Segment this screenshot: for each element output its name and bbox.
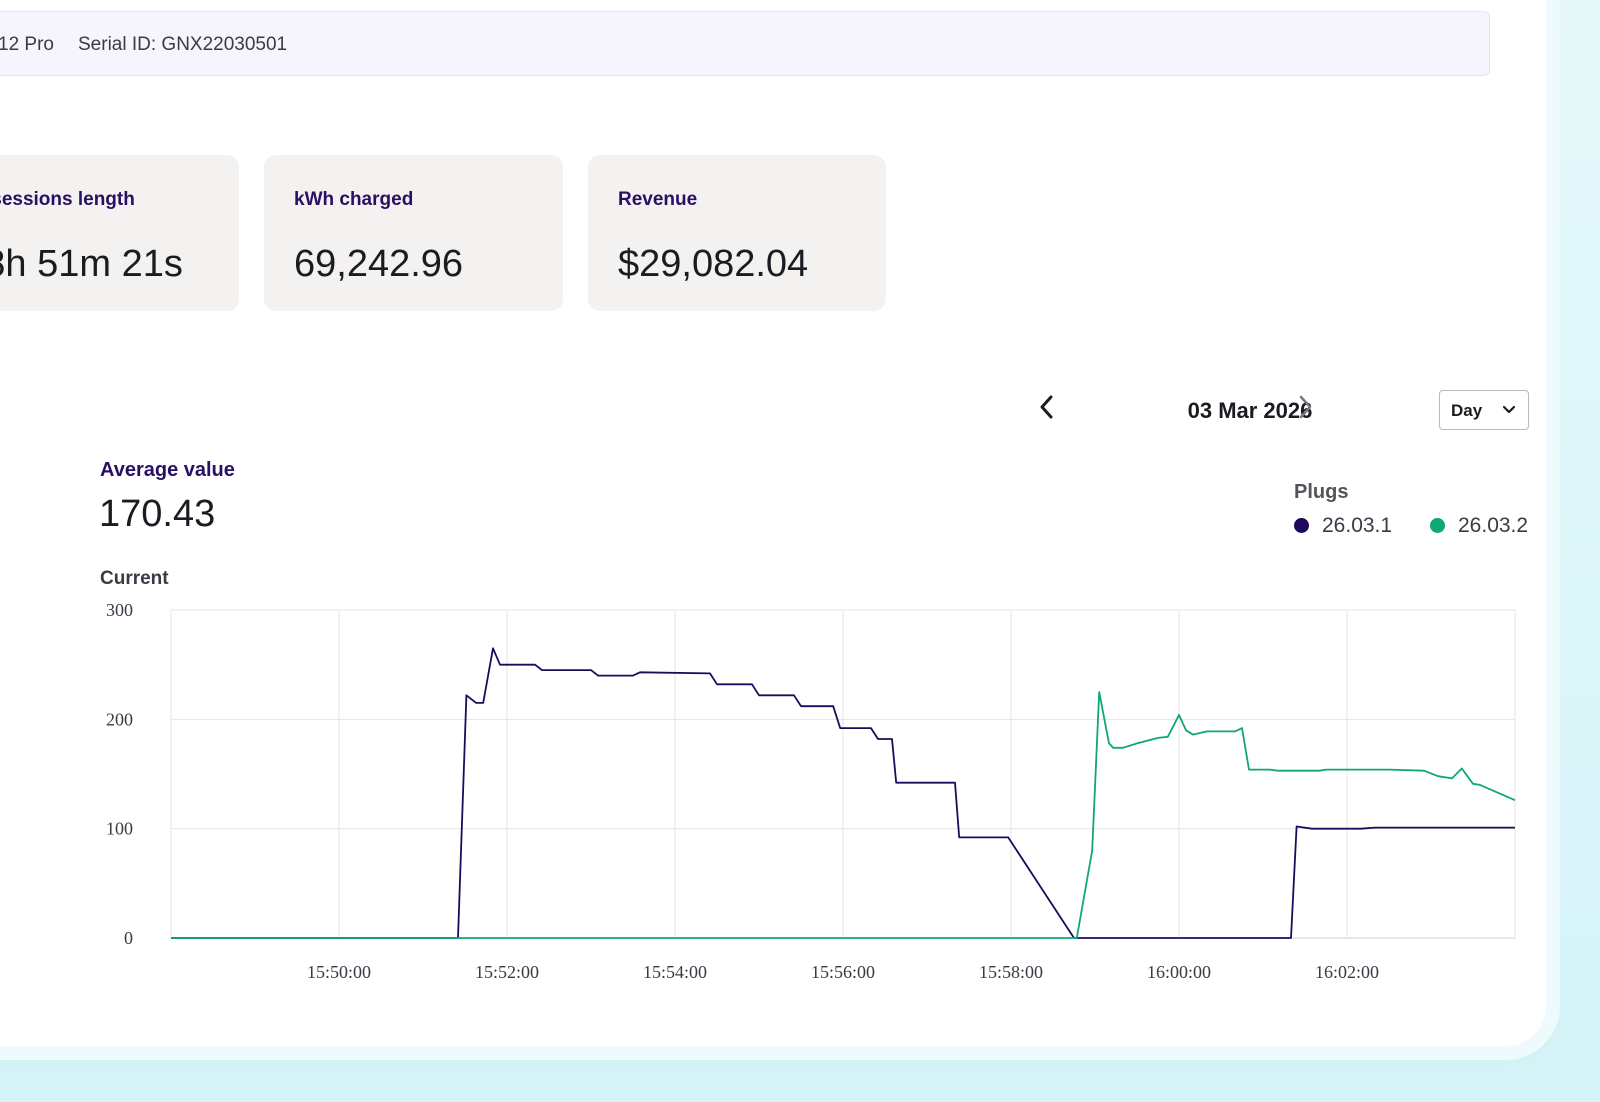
stat-card-kwh: kWh charged 69,242.96	[264, 155, 563, 311]
stat-card-revenue: Revenue $29,082.04	[588, 155, 886, 311]
legend-title: Plugs	[1294, 481, 1349, 503]
legend-label: 26.03.2	[1458, 514, 1529, 537]
x-tick-label: 15:54:00	[643, 962, 707, 982]
device-info-bar: 12 Pro Serial ID: GNX22030501	[0, 11, 1490, 76]
chart-y-label: Current	[100, 568, 169, 589]
average-label: Average value	[100, 459, 235, 481]
x-tick-label: 15:56:00	[811, 962, 875, 982]
legend-dot	[1294, 518, 1309, 533]
x-tick-label: 15:52:00	[475, 962, 539, 982]
serial-id: Serial ID: GNX22030501	[78, 34, 288, 55]
current-date: 03 Mar 2026	[1187, 398, 1313, 423]
legend-item-plug-2[interactable]: 26.03.2	[1430, 514, 1528, 538]
x-tick-label: 15:50:00	[307, 962, 371, 982]
y-tick-label: 100	[106, 819, 133, 839]
legend-dot	[1430, 518, 1445, 533]
chevron-down-icon	[1502, 405, 1516, 414]
next-date-button[interactable]	[1290, 392, 1320, 422]
average-value: 170.43	[99, 493, 216, 535]
x-tick-label: 15:58:00	[979, 962, 1043, 982]
x-tick-label: 16:02:00	[1315, 962, 1379, 982]
period-select-value: Day	[1451, 401, 1483, 420]
legend-item-plug-1[interactable]: 26.03.1	[1294, 514, 1392, 538]
y-tick-label: 0	[124, 928, 133, 948]
y-tick-label: 300	[106, 600, 133, 620]
x-tick-label: 16:00:00	[1147, 962, 1211, 982]
chevron-left-icon	[1040, 395, 1053, 419]
stat-label: Revenue	[618, 189, 698, 210]
stat-value: 208h 51m 21s	[0, 243, 183, 285]
stat-label: Total sessions length	[0, 189, 135, 210]
y-tick-label: 200	[106, 709, 133, 729]
prev-date-button[interactable]	[1032, 392, 1062, 422]
stat-value: 69,242.96	[294, 243, 464, 285]
series-line-plug-2	[171, 691, 1516, 939]
device-model: 12 Pro	[0, 34, 54, 55]
stat-label: kWh charged	[294, 189, 414, 210]
stat-value: $29,082.04	[618, 243, 809, 285]
series-line-plug-1	[171, 647, 1515, 939]
period-select[interactable]: Day	[1439, 390, 1529, 430]
stat-card-sessions: Total sessions length 208h 51m 21s	[0, 155, 239, 311]
legend-label: 26.03.1	[1322, 514, 1393, 537]
chevron-right-icon	[1299, 395, 1312, 419]
